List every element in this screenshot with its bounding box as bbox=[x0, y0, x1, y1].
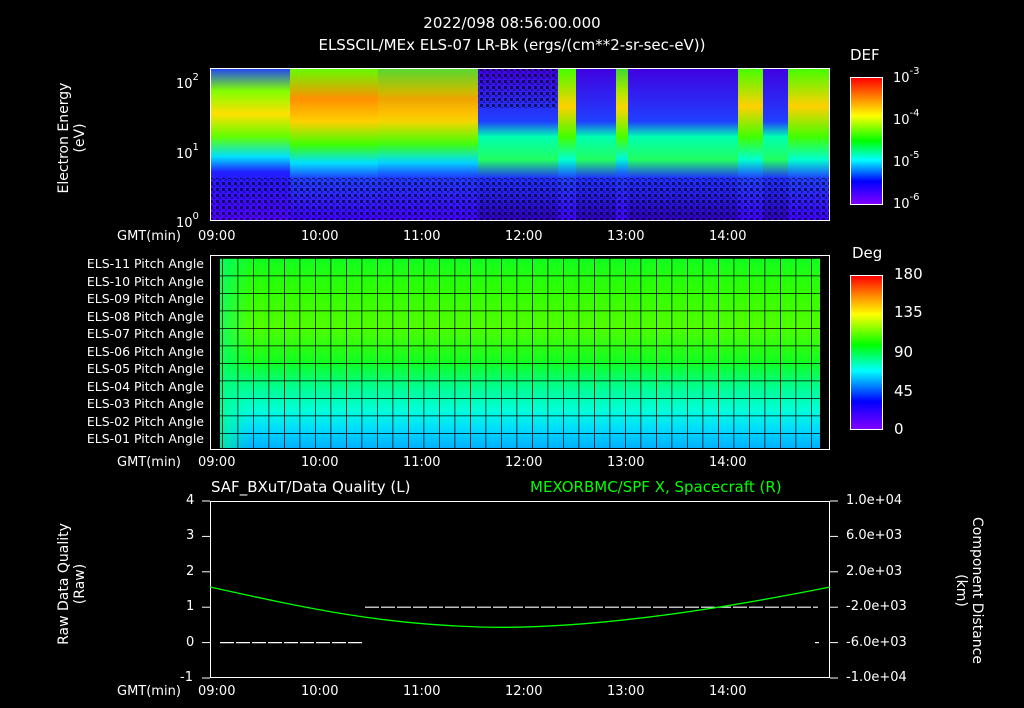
deg-colorbar-title: Deg bbox=[852, 244, 883, 262]
panel2-xtick-1400: 14:00 bbox=[709, 455, 747, 470]
def-tick-1e-6: 10-6 bbox=[893, 192, 920, 212]
pitch-angle-heatmap bbox=[210, 255, 830, 450]
dq-ytick-3: 3 bbox=[186, 528, 195, 543]
panel3-left-ylabel-line1: Raw Data Quality bbox=[56, 523, 72, 645]
panel1-xtick-1000: 10:00 bbox=[301, 229, 339, 244]
def-colorbar bbox=[850, 77, 883, 205]
panel3-right-ylabel: Component Distance (km) bbox=[953, 503, 985, 678]
row-label-els10: ELS-10 Pitch Angle bbox=[86, 273, 204, 289]
def-tick-1e-4: 10-4 bbox=[893, 108, 920, 128]
panel2-xtick-1000: 10:00 bbox=[301, 455, 339, 470]
panel1-xtick-0900: 09:00 bbox=[198, 229, 236, 244]
panel2-xtick-1200: 12:00 bbox=[505, 455, 543, 470]
deg-colorbar bbox=[850, 275, 883, 430]
row-label-els07: ELS-07 Pitch Angle bbox=[86, 326, 204, 341]
panel3-right-ylabel-line2: (km) bbox=[953, 574, 969, 607]
row-label-els04: ELS-04 Pitch Angle bbox=[86, 378, 204, 394]
panel2-xtick-1100: 11:00 bbox=[403, 455, 441, 470]
panel2-xtick-1300: 13:00 bbox=[607, 455, 645, 470]
panel3-xtick-1000: 10:00 bbox=[301, 684, 339, 699]
deg-tick-135: 135 bbox=[894, 303, 923, 321]
deg-tick-180: 180 bbox=[894, 265, 923, 283]
dist-ytick-neg1e4: -1.0e+04 bbox=[846, 670, 907, 685]
dq-ytick-1: 1 bbox=[186, 599, 195, 614]
panel1-ylabel-line1: Electron Energy bbox=[56, 82, 72, 194]
dist-ytick-6e3: 6.0e+03 bbox=[846, 528, 903, 543]
dist-ytick-neg6e3: -6.0e+03 bbox=[846, 635, 907, 650]
panel3-xtick-1200: 12:00 bbox=[505, 684, 543, 699]
pitch-angle-row-labels: ELS-11 Pitch Angle ELS-10 Pitch Angle EL… bbox=[0, 256, 204, 449]
deg-tick-90: 90 bbox=[894, 343, 914, 361]
panel1-xlabel: GMT(min) bbox=[117, 229, 181, 244]
deg-tick-45: 45 bbox=[894, 382, 914, 400]
row-label-els11: ELS-11 Pitch Angle bbox=[86, 256, 204, 271]
panel1-ylabel-line2: (eV) bbox=[72, 123, 88, 153]
energy-spectrogram bbox=[210, 68, 830, 221]
dq-ytick-2: 2 bbox=[186, 564, 195, 579]
row-label-els05: ELS-05 Pitch Angle bbox=[86, 361, 204, 376]
panel1-ytick-10: 101 bbox=[176, 142, 199, 162]
dq-ytick-neg1: -1 bbox=[180, 670, 193, 685]
row-label-els02: ELS-02 Pitch Angle bbox=[86, 413, 204, 429]
panel3-right-ylabel-line1: Component Distance bbox=[969, 517, 985, 664]
panel3-xlabel: GMT(min) bbox=[117, 684, 181, 699]
panel3-xtick-1300: 13:00 bbox=[607, 684, 645, 699]
panel1-xtick-1300: 13:00 bbox=[607, 229, 645, 244]
data-quality-plot bbox=[202, 500, 838, 679]
panel1-ylabel: Electron Energy (eV) bbox=[56, 68, 88, 208]
row-label-els08: ELS-08 Pitch Angle bbox=[86, 308, 204, 324]
panel3-xtick-0900: 09:00 bbox=[198, 684, 236, 699]
dist-ytick-1e4: 1.0e+04 bbox=[846, 493, 903, 508]
panel3-xtick-1100: 11:00 bbox=[403, 684, 441, 699]
dq-ytick-0: 0 bbox=[186, 635, 195, 650]
panel3-left-ylabel-line2: (Raw) bbox=[72, 563, 88, 605]
dq-ytick-4: 4 bbox=[186, 493, 195, 508]
dist-ytick-neg2e3: -2.0e+03 bbox=[846, 599, 907, 614]
panel1-ytick-1: 100 bbox=[176, 211, 199, 231]
panel3-left-ylabel: Raw Data Quality (Raw) bbox=[56, 504, 88, 664]
def-colorbar-title: DEF bbox=[850, 46, 880, 64]
panel1-ytick-100: 102 bbox=[176, 72, 199, 92]
panel3-right-title: MEXORBMC/SPF X, Spacecraft (R) bbox=[530, 478, 782, 496]
def-tick-1e-5: 10-5 bbox=[893, 150, 920, 170]
panel3-xtick-1400: 14:00 bbox=[709, 684, 747, 699]
dist-ytick-2e3: 2.0e+03 bbox=[846, 564, 903, 579]
row-label-els06: ELS-06 Pitch Angle bbox=[86, 343, 204, 359]
plot-timestamp: 2022/098 08:56:00.000 bbox=[423, 14, 601, 32]
row-label-els01: ELS-01 Pitch Angle bbox=[86, 431, 204, 446]
plot-subtitle: ELSSCIL/MEx ELS-07 LR-Bk (ergs/(cm**2-sr… bbox=[318, 36, 706, 54]
panel2-xlabel: GMT(min) bbox=[117, 455, 181, 470]
panel1-xtick-1100: 11:00 bbox=[403, 229, 441, 244]
row-label-els03: ELS-03 Pitch Angle bbox=[86, 396, 204, 411]
panel1-xtick-1200: 12:00 bbox=[505, 229, 543, 244]
panel3-left-title: SAF_BXuT/Data Quality (L) bbox=[211, 478, 411, 496]
panel2-xtick-0900: 09:00 bbox=[198, 455, 236, 470]
panel1-xtick-1400: 14:00 bbox=[709, 229, 747, 244]
deg-tick-0: 0 bbox=[894, 420, 904, 438]
def-tick-1e-3: 10-3 bbox=[893, 66, 920, 86]
row-label-els09: ELS-09 Pitch Angle bbox=[86, 291, 204, 306]
